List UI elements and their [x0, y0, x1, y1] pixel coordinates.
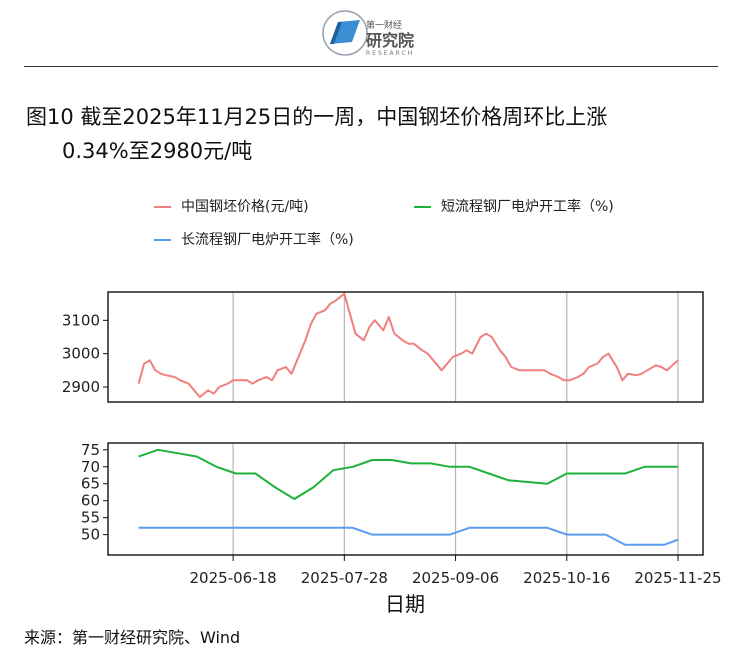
- source-note: 来源：第一财经研究院、Wind: [24, 628, 241, 647]
- x-tick-label-1: 2025-07-28: [301, 569, 388, 587]
- y-tick-label-utilization-2: 60: [81, 492, 100, 510]
- y-tick-label-price-0: 2900: [62, 378, 100, 396]
- logo-mark: 第一财经: [366, 19, 402, 31]
- logo-sub: RESEARCH: [366, 50, 414, 57]
- figure-title-line1: 图10 截至2025年11月25日的一周，中国钢坯价格周环比上涨: [26, 105, 608, 129]
- legend-label-short-process: 短流程钢厂电炉开工率（%): [441, 199, 614, 215]
- legend-item-short-process: 短流程钢厂电炉开工率（%): [414, 196, 614, 216]
- series-line-short_process: [138, 448, 678, 500]
- legend-swatch-short-process: [414, 206, 431, 208]
- x-axis: 2025-06-18 2025-07-28 2025-09-06 2025-10-16…: [190, 555, 722, 587]
- logo-name: 研究院: [366, 31, 414, 50]
- legend-swatch-long-process: [154, 239, 171, 241]
- x-tick-label-4: 2025-11-25: [634, 569, 721, 587]
- series-line-billet: [137, 292, 679, 398]
- logo-book-page-icon: [330, 22, 342, 44]
- legend-label-long-process: 长流程钢厂电炉开工率（%): [181, 232, 354, 248]
- price-panel: 2900 3000 3100: [62, 291, 704, 403]
- x-tick-label-2: 2025-09-06: [412, 569, 499, 587]
- x-tick-label-3: 2025-10-16: [523, 569, 610, 587]
- y-tick-label-utilization-0: 50: [81, 526, 100, 544]
- figure-title: 图10 截至2025年11月25日的一周，中国钢坯价格周环比上涨 0.34%至2…: [26, 100, 716, 168]
- legend-item-billet: 中国钢坯价格(元/吨): [154, 196, 309, 216]
- y-tick-label-utilization-3: 65: [81, 475, 100, 493]
- legend: 中国钢坯价格(元/吨) 短流程钢厂电炉开工率（%) 长流程钢厂电炉开工率（%): [0, 188, 746, 258]
- x-axis-label: 日期: [385, 592, 425, 616]
- y-tick-label-utilization-1: 55: [81, 509, 100, 527]
- panel-frame-utilization: [107, 442, 704, 556]
- y-tick-label-price-2: 3100: [62, 311, 100, 329]
- x-tick-label-0: 2025-06-18: [190, 569, 277, 587]
- series-line-long_process: [138, 526, 679, 546]
- figure-title-line2: 0.34%至2980元/吨: [62, 139, 253, 163]
- y-tick-label-utilization-5: 75: [81, 441, 100, 459]
- legend-label-billet: 中国钢坯价格(元/吨): [181, 199, 309, 215]
- header-rule: [24, 66, 718, 67]
- legend-swatch-billet: [154, 206, 171, 208]
- logo: 第一财经 研究院 RESEARCH: [322, 10, 414, 57]
- y-tick-label-utilization-4: 70: [81, 458, 100, 476]
- panel-frame-price: [107, 291, 704, 403]
- y-tick-label-price-1: 3000: [62, 345, 100, 363]
- legend-item-long-process: 长流程钢厂电炉开工率（%): [154, 229, 354, 249]
